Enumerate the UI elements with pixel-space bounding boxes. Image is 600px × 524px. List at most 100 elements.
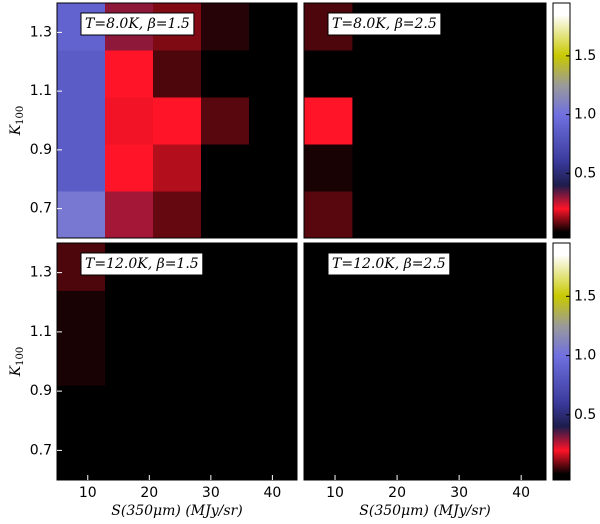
heatmap-cell — [400, 290, 450, 339]
x-axis-label: S(350μm) (MJy/sr) — [111, 503, 242, 519]
y-axis-label: K100 — [8, 106, 26, 137]
heatmap-cell — [352, 144, 402, 192]
heatmap-cell — [304, 97, 353, 145]
heatmap-cell — [201, 144, 250, 192]
heatmap-cell — [249, 50, 298, 98]
heatmap-cell — [201, 432, 250, 481]
heatmap-cell — [153, 191, 202, 239]
heatmap-cell — [304, 337, 353, 386]
y-tick-label: 1.3 — [30, 265, 52, 281]
heatmap-cell — [57, 290, 106, 339]
y-label-main: K — [8, 364, 24, 377]
heatmap-cell — [201, 337, 250, 386]
panel-title: T=8.0K, β=1.5 — [85, 16, 190, 32]
heatmap-cell — [105, 432, 154, 481]
heatmap-cell — [400, 97, 450, 145]
heatmap-cell — [400, 144, 450, 192]
heatmap-cell — [449, 290, 499, 339]
title-box — [80, 252, 204, 276]
heatmap-cell — [304, 144, 353, 192]
heatmap-cell — [497, 97, 547, 145]
heatmap-cell — [352, 50, 402, 98]
colorbar-tick-label: 1.5 — [574, 48, 596, 64]
x-tick-label: 20 — [388, 485, 406, 501]
plot-frame — [56, 2, 298, 239]
y-tick-label: 1.1 — [30, 83, 52, 99]
heatmap-cell — [400, 385, 450, 434]
y-tick-label: 0.9 — [30, 142, 52, 158]
heatmap-cell — [497, 50, 547, 98]
heatmap-cell — [304, 385, 353, 434]
panel-title: T=8.0K, β=2.5 — [332, 16, 437, 32]
heatmap-cell — [105, 50, 154, 98]
panel-title: T=12.0K, β=1.5 — [85, 256, 199, 272]
heatmap-cell — [352, 385, 402, 434]
heatmap-cell — [57, 385, 106, 434]
heatmap-cell — [304, 191, 353, 239]
heatmap-cell — [400, 432, 450, 481]
heatmap-cell — [105, 97, 154, 145]
heatmap-cell — [449, 97, 499, 145]
heatmap-cell — [201, 97, 250, 145]
heatmap-cell — [449, 3, 499, 51]
y-tick-label: 0.7 — [30, 201, 52, 217]
heatmap-cell — [57, 50, 106, 98]
heatmap-cell — [449, 50, 499, 98]
colorbar — [552, 242, 571, 481]
heatmap-cell — [201, 385, 250, 434]
heatmap-cell — [400, 337, 450, 386]
x-tick-label: 40 — [512, 485, 530, 501]
y-label-main: K — [8, 123, 24, 136]
heatmap-cell — [153, 432, 202, 481]
heatmap-cell — [105, 191, 154, 239]
heatmap-cell — [449, 432, 499, 481]
heatmap-cell — [249, 432, 298, 481]
heatmap-cell — [201, 191, 250, 239]
heatmap-cell — [304, 432, 353, 481]
y-label-sub: 100 — [15, 347, 26, 366]
y-label-sub: 100 — [15, 106, 26, 125]
heatmap-cell — [400, 191, 450, 239]
heatmap-cell — [105, 337, 154, 386]
heatmap-cell — [153, 97, 202, 145]
colorbar — [552, 2, 571, 239]
heatmap-cell — [105, 144, 154, 192]
colorbar-tick-label: 1.0 — [574, 107, 596, 123]
heatmap-cell — [201, 50, 250, 98]
heatmap-cell — [449, 337, 499, 386]
title-box — [327, 12, 442, 36]
heatmap-cell — [201, 290, 250, 339]
heatmap-cell — [497, 337, 547, 386]
plot-frame — [303, 242, 547, 481]
heatmap-cell — [449, 144, 499, 192]
heatmap-cell — [249, 243, 298, 291]
heatmap-cell — [249, 3, 298, 51]
heatmap-cell — [449, 385, 499, 434]
heatmap-cell — [497, 191, 547, 239]
panel-title: T=12.0K, β=2.5 — [332, 256, 446, 272]
title-box — [327, 252, 451, 276]
heatmap-cell — [249, 385, 298, 434]
x-tick-label: 10 — [79, 485, 97, 501]
heatmap-cell — [304, 50, 353, 98]
heatmap-cell — [449, 191, 499, 239]
heatmap-cell — [105, 385, 154, 434]
colorbar-tick-label: 1.5 — [574, 288, 596, 304]
y-tick-label: 1.3 — [30, 24, 52, 40]
heatmap-cell — [105, 290, 154, 339]
heatmap-cell — [249, 144, 298, 192]
x-axis-label: S(350μm) (MJy/sr) — [359, 503, 490, 519]
x-tick-label: 20 — [140, 485, 158, 501]
x-tick-label: 30 — [202, 485, 220, 501]
colorbar-tick-label: 0.5 — [574, 407, 596, 423]
heatmap-cell — [57, 432, 106, 481]
heatmap-cell — [352, 191, 402, 239]
x-tick-label: 10 — [326, 485, 344, 501]
heatmap-cell — [352, 290, 402, 339]
heatmap-cell — [153, 337, 202, 386]
heatmap-cell — [400, 50, 450, 98]
heatmap-cell — [153, 144, 202, 192]
x-tick-label: 40 — [263, 485, 281, 501]
heatmap-cell — [352, 337, 402, 386]
